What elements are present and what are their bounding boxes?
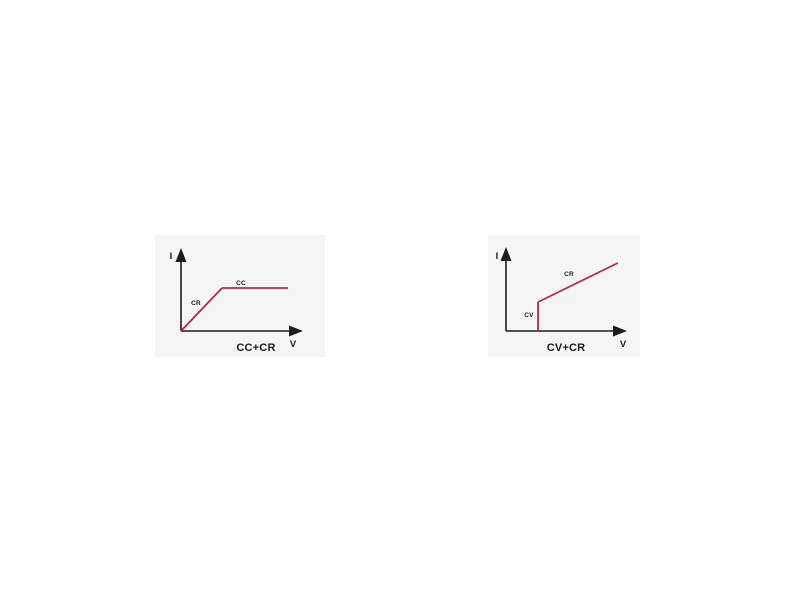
cr-segment-label: CR xyxy=(564,271,574,278)
y-axis-up-arrowhead-icon xyxy=(175,248,187,262)
x-axis-right-arrowhead-icon xyxy=(289,325,303,337)
y-axis-label: I xyxy=(170,251,173,262)
chart-caption: CC+CR xyxy=(236,342,275,354)
x-axis-right-arrowhead-icon xyxy=(613,325,627,337)
x-axis-label: V xyxy=(620,339,627,350)
cr-rising-segment xyxy=(537,262,619,303)
cc-segment-label: CC xyxy=(236,280,246,287)
cr-segment-label: CR xyxy=(191,300,201,307)
cc-cr-chart: I V CR CC CC+CR xyxy=(170,248,303,354)
cr-rising-segment xyxy=(180,287,223,332)
x-axis-label: V xyxy=(290,339,297,350)
cv-cr-chart: I V CV CR CV+CR xyxy=(496,247,627,354)
cv-segment-label: CV xyxy=(524,312,534,319)
chart-panel-cv-cr: I V CV CR CV+CR xyxy=(488,235,640,357)
chart-panel-cc-cr: I V CR CC CC+CR xyxy=(155,235,325,357)
y-axis-label: I xyxy=(496,251,499,262)
y-axis-up-arrowhead-icon xyxy=(500,247,512,261)
chart-caption: CV+CR xyxy=(547,342,586,354)
